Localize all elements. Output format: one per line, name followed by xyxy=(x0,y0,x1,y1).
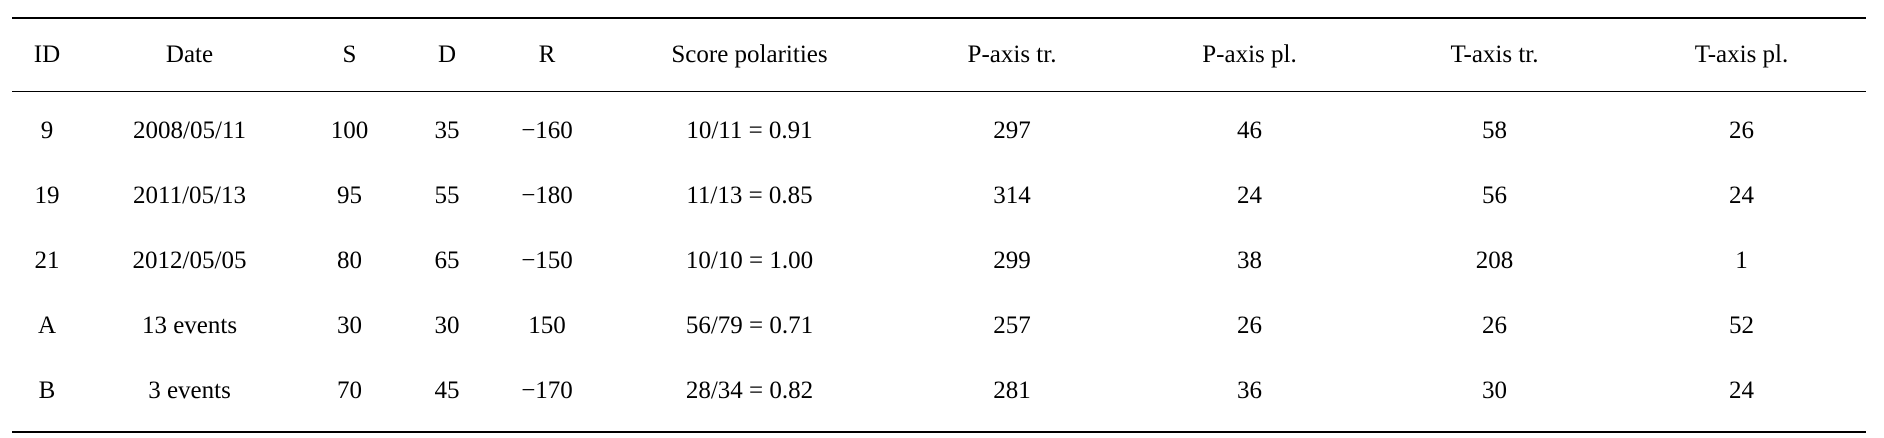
cell-p-axis-pl: 36 xyxy=(1237,376,1262,404)
cell-id: B xyxy=(38,376,56,404)
cell-r: −180 xyxy=(521,181,573,209)
cell-s: 80 xyxy=(337,246,362,274)
cell-s: 100 xyxy=(330,116,369,144)
cell-p-axis-pl: 24 xyxy=(1237,181,1262,209)
cell-t-axis-tr: 26 xyxy=(1482,311,1507,339)
cell-date: 3 events xyxy=(148,376,231,404)
cell-t-axis-pl: 26 xyxy=(1729,116,1754,144)
cell-date: 2012/05/05 xyxy=(132,246,247,274)
cell-score-polarities: 56/79 = 0.71 xyxy=(685,311,814,339)
cell-t-axis-tr: 208 xyxy=(1475,246,1514,274)
cell-r: −170 xyxy=(521,376,573,404)
cell-s: 70 xyxy=(337,376,362,404)
cell-id: 21 xyxy=(34,246,60,274)
cell-r: −150 xyxy=(521,246,573,274)
cell-p-axis-tr: 314 xyxy=(993,181,1031,209)
column-header-t-axis-tr: T-axis tr. xyxy=(1450,41,1539,68)
cell-score-polarities: 10/10 = 1.00 xyxy=(685,246,814,274)
cell-s: 30 xyxy=(337,311,362,339)
focal-mechanism-table: ID Date S D R Score polarities P-axis tr… xyxy=(12,17,1866,433)
cell-t-axis-tr: 30 xyxy=(1482,376,1507,404)
cell-id: 19 xyxy=(34,181,60,209)
cell-t-axis-pl: 52 xyxy=(1729,311,1754,339)
table-header: ID Date S D R Score polarities P-axis tr… xyxy=(12,18,1866,92)
column-header-p-axis-tr: P-axis tr. xyxy=(967,41,1057,68)
cell-t-axis-pl: 24 xyxy=(1729,181,1754,209)
header-row: ID Date S D R Score polarities P-axis tr… xyxy=(12,18,1866,92)
cell-id: A xyxy=(37,311,57,339)
column-header-score-polarities: Score polarities xyxy=(671,41,828,68)
cell-date: 2011/05/13 xyxy=(133,181,246,209)
column-header-s: S xyxy=(342,41,357,68)
cell-t-axis-pl: 1 xyxy=(1735,246,1748,274)
cell-p-axis-pl: 26 xyxy=(1237,311,1262,339)
table-body: 9 2008/05/11 100 35 −160 10/11 = 0.91 29… xyxy=(12,92,1866,432)
cell-d: 35 xyxy=(434,116,460,144)
cell-t-axis-pl: 24 xyxy=(1729,376,1754,404)
cell-p-axis-pl: 38 xyxy=(1237,246,1262,274)
cell-d: 65 xyxy=(434,246,460,274)
table-row: 21 2012/05/05 80 65 −150 10/10 = 1.00 29… xyxy=(12,228,1866,293)
cell-d: 45 xyxy=(434,376,460,404)
cell-r: −160 xyxy=(521,116,573,144)
cell-score-polarities: 10/11 = 0.91 xyxy=(686,116,813,144)
cell-date: 13 events xyxy=(141,311,238,339)
cell-d: 55 xyxy=(434,181,460,209)
cell-score-polarities: 11/13 = 0.85 xyxy=(686,181,813,209)
cell-p-axis-tr: 297 xyxy=(993,116,1031,144)
table-row: B 3 events 70 45 −170 28/34 = 0.82 281 3… xyxy=(12,358,1866,432)
cell-t-axis-tr: 56 xyxy=(1482,181,1507,209)
cell-score-polarities: 28/34 = 0.82 xyxy=(685,376,814,404)
table-row: A 13 events 30 30 150 56/79 = 0.71 257 2… xyxy=(12,293,1866,358)
column-header-d: D xyxy=(437,41,457,68)
table-row: 19 2011/05/13 95 55 −180 11/13 = 0.85 31… xyxy=(12,163,1866,228)
cell-p-axis-tr: 281 xyxy=(993,376,1031,404)
cell-id: 9 xyxy=(40,116,54,144)
cell-r: 150 xyxy=(528,311,566,339)
cell-p-axis-pl: 46 xyxy=(1237,116,1262,144)
column-header-id: ID xyxy=(33,41,61,68)
column-header-t-axis-pl: T-axis pl. xyxy=(1694,41,1789,68)
table-row: 9 2008/05/11 100 35 −160 10/11 = 0.91 29… xyxy=(12,92,1866,164)
column-header-p-axis-pl: P-axis pl. xyxy=(1202,41,1297,68)
column-header-date: Date xyxy=(165,41,214,68)
cell-date: 2008/05/11 xyxy=(133,116,246,144)
cell-p-axis-tr: 299 xyxy=(993,246,1031,274)
cell-p-axis-tr: 257 xyxy=(993,311,1031,339)
cell-s: 95 xyxy=(337,181,362,209)
table-container: ID Date S D R Score polarities P-axis tr… xyxy=(12,17,1866,433)
column-header-r: R xyxy=(538,41,556,68)
cell-d: 30 xyxy=(434,311,460,339)
cell-t-axis-tr: 58 xyxy=(1482,116,1507,144)
